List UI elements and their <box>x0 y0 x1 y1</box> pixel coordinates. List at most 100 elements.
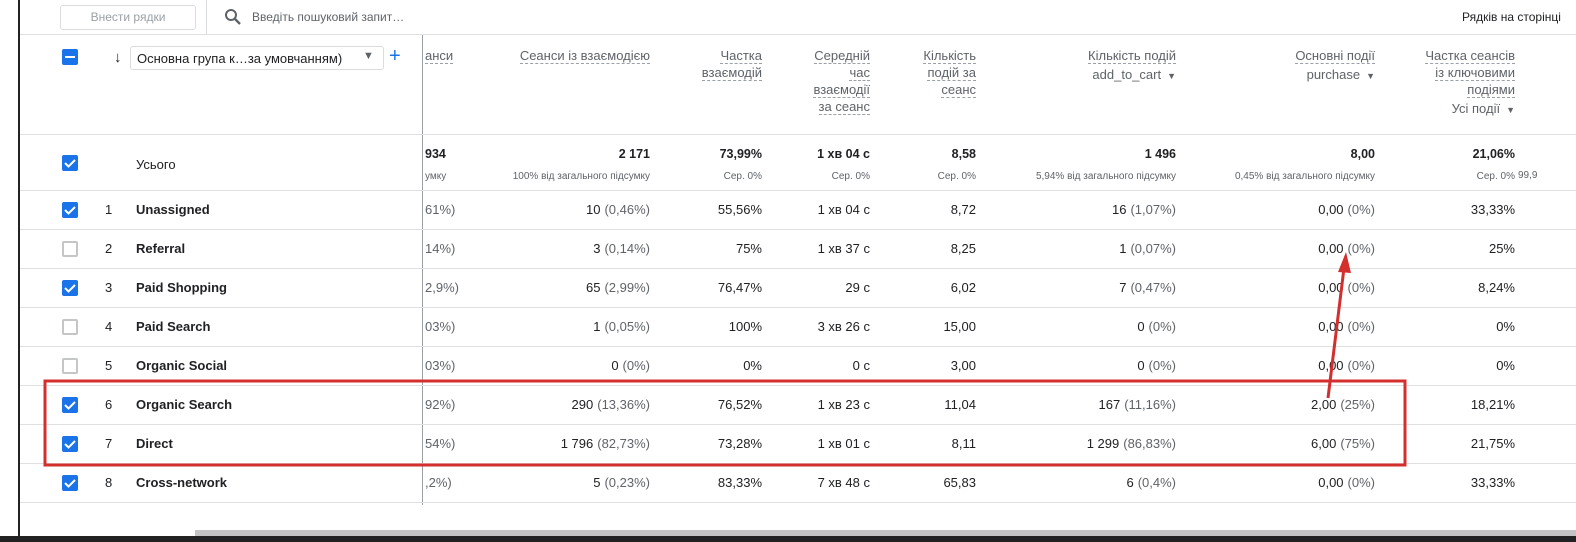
cell: ,2%) <box>425 475 452 490</box>
total-note: Сер. 0% <box>723 171 762 182</box>
cell: 8,24% <box>1478 280 1515 295</box>
row-name: Cross-network <box>136 475 228 490</box>
cell: 6,00 (75%) <box>1311 436 1375 451</box>
column-header: Середній час взаємодії за сеанс <box>800 47 870 115</box>
row-checkbox[interactable] <box>62 280 78 296</box>
cell-share: (82,73%) <box>597 436 650 451</box>
dropdown-arrow: ▼ <box>1506 105 1515 115</box>
metric-selector[interactable]: add_to_cart ▼ <box>1026 66 1176 85</box>
cell-value: 21,75% <box>1470 436 1515 451</box>
cell-value: 0,00 <box>1318 280 1344 295</box>
cell-value: 29 с <box>845 280 870 295</box>
row-checkbox[interactable] <box>62 202 78 218</box>
cell: 1 хв 01 с <box>818 436 870 451</box>
cell-value: 83,33% <box>717 475 762 490</box>
cell: 76,47% <box>718 280 762 295</box>
cell-share: (0,4%) <box>1137 475 1176 490</box>
column-label: Частка сеансів із ключовими подіями <box>1425 48 1515 98</box>
total-note: Сер. 0% <box>1476 171 1515 182</box>
row-checkbox[interactable] <box>62 358 78 374</box>
cell: 1 (0,07%) <box>1119 241 1176 256</box>
cell-share: (0,14%) <box>604 241 650 256</box>
window-edge <box>0 536 1576 542</box>
total-value: 73,99% <box>719 147 762 161</box>
column-header: анси <box>425 47 454 64</box>
total-value: 2 171 <box>618 147 650 161</box>
cell: 03%) <box>425 319 455 334</box>
cell: 03%) <box>425 358 455 373</box>
column-header: Основні події purchase ▼ <box>1225 47 1375 85</box>
cell-value: 8,25 <box>950 241 976 256</box>
add-rows-button[interactable]: Внести рядки <box>60 5 196 30</box>
row-name: Referral <box>136 241 186 256</box>
row-checkbox[interactable] <box>62 241 78 257</box>
cell: 8,11 <box>952 436 976 451</box>
cell: 76,52% <box>718 397 762 412</box>
cell-value: 1 <box>1119 241 1127 256</box>
cell-value: 2,9%) <box>425 280 459 295</box>
select-all-checkbox[interactable] <box>62 49 78 65</box>
cell-value: 8,11 <box>951 436 976 451</box>
row-number: 2 <box>105 241 113 256</box>
totals-label: Усього <box>136 157 176 172</box>
cell-value: 76,52% <box>717 397 762 412</box>
metric-selector[interactable]: Усі події ▼ <box>1415 100 1515 119</box>
search-icon[interactable] <box>224 8 242 26</box>
cell: 16 (1,07%) <box>1112 202 1176 217</box>
cell-value: 73,28% <box>717 436 762 451</box>
divider <box>20 34 1576 35</box>
search-input[interactable]: Введіть пошуковий запит… <box>252 10 405 24</box>
cell-value: 8,24% <box>1478 280 1515 295</box>
cell-value: 61%) <box>425 202 456 217</box>
cell: 0,00(0%) <box>1318 475 1375 490</box>
cell-value: 8,72 <box>950 202 976 217</box>
cell-value: 5 <box>593 475 601 490</box>
cell: 3,00 <box>951 358 976 373</box>
row-name: Paid Shopping <box>136 280 227 295</box>
cell: 54%) <box>425 436 455 451</box>
cell-value: 14%) <box>425 241 456 256</box>
cell: 290 (13,36%) <box>572 397 650 412</box>
cell-value: 0% <box>1496 319 1515 334</box>
column-header: Частка сеансів із ключовими подіями Усі п… <box>1415 47 1515 119</box>
cell-value: 1 796 <box>560 436 594 451</box>
add-dimension[interactable]: + <box>389 45 401 67</box>
row-checkbox[interactable] <box>62 475 78 491</box>
column-label: Кількість подій <box>1088 48 1176 64</box>
total-note: Сер. 0% <box>937 171 976 182</box>
cell: 75% <box>736 241 762 256</box>
cell: 33,33% <box>1471 475 1515 490</box>
divider <box>20 268 1576 269</box>
cell-value: 0,00 <box>1318 202 1344 217</box>
row-checkbox[interactable] <box>62 397 78 413</box>
row-checkbox[interactable] <box>62 319 78 335</box>
cell-share: (1,07%) <box>1130 202 1176 217</box>
metric-selector[interactable]: purchase ▼ <box>1225 66 1375 85</box>
cell: 55,56% <box>718 202 762 217</box>
sort-icon[interactable]: ↓ <box>114 49 122 66</box>
cell: 0 (0%) <box>1137 319 1176 334</box>
cell-share: (0%) <box>1347 475 1375 490</box>
row-number: 5 <box>105 358 113 373</box>
dimension-selector[interactable]: Основна група к…за умовчанням) ▼ <box>130 46 384 70</box>
scrollbar[interactable] <box>195 530 1576 536</box>
cell: 6,02 <box>951 280 976 295</box>
cell-value: 16 <box>1112 202 1127 217</box>
cell: 0% <box>1496 319 1515 334</box>
cell: 0 с <box>853 358 870 373</box>
dimension-label: Основна група к…за умовчанням) <box>137 51 343 66</box>
row-checkbox[interactable] <box>62 436 78 452</box>
annotation-arrow <box>1326 267 1346 399</box>
row-name: Organic Social <box>136 358 228 373</box>
cell-value: 0 с <box>852 358 870 373</box>
cell: 0,00(0%) <box>1318 241 1375 256</box>
total-value: 8,00 <box>1350 147 1375 161</box>
cell-value: 0 <box>611 358 619 373</box>
totals-checkbox[interactable] <box>62 155 78 171</box>
cell-value: 25% <box>1488 241 1515 256</box>
fixed-column-divider <box>422 35 423 505</box>
cell-value: 75% <box>735 241 762 256</box>
row-number: 6 <box>105 397 113 412</box>
cell: 7 хв 48 с <box>818 475 870 490</box>
